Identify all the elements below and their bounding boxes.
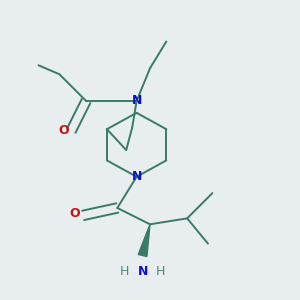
Text: N: N <box>137 266 148 278</box>
Text: H: H <box>120 266 129 278</box>
Text: N: N <box>131 94 142 107</box>
Text: O: O <box>58 124 69 137</box>
Polygon shape <box>138 224 150 256</box>
Text: O: O <box>69 207 80 220</box>
Text: H: H <box>156 266 165 278</box>
Text: N: N <box>131 170 142 183</box>
